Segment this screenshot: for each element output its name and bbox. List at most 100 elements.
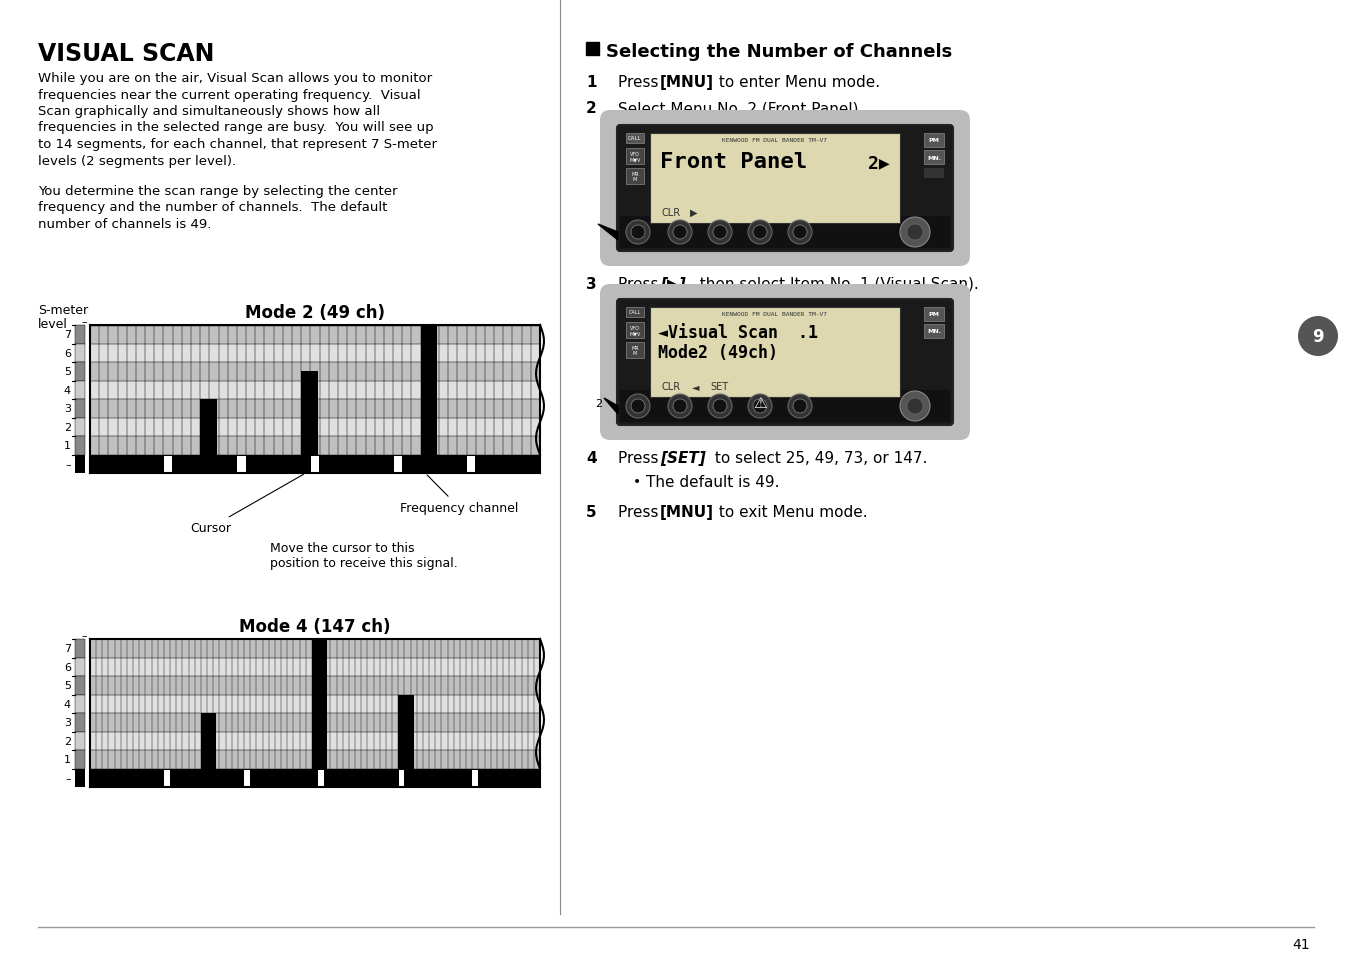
- Bar: [301, 372, 318, 455]
- Text: Press: Press: [618, 75, 664, 90]
- Bar: [74, 418, 85, 436]
- Text: 5: 5: [585, 504, 596, 519]
- Text: 1: 1: [64, 755, 72, 764]
- Polygon shape: [598, 225, 618, 241]
- Circle shape: [626, 395, 650, 418]
- Text: CALL: CALL: [629, 136, 642, 141]
- Bar: [626, 149, 644, 165]
- Bar: [91, 418, 539, 436]
- Circle shape: [907, 225, 923, 241]
- Text: 41: 41: [1293, 937, 1310, 951]
- Bar: [74, 381, 85, 399]
- Bar: [923, 169, 944, 179]
- Bar: [91, 677, 539, 695]
- Bar: [74, 732, 85, 750]
- Text: Front Panel: Front Panel: [660, 152, 807, 172]
- Text: Select Menu No. 2 (Front Panel).: Select Menu No. 2 (Front Panel).: [618, 101, 864, 116]
- Circle shape: [907, 398, 923, 415]
- Text: position to receive this signal.: position to receive this signal.: [270, 557, 458, 569]
- Text: Press: Press: [618, 276, 664, 292]
- Text: 7: 7: [64, 643, 72, 654]
- Text: Mode2 (49ch): Mode2 (49ch): [658, 344, 777, 361]
- Bar: [472, 770, 477, 786]
- Bar: [91, 455, 539, 474]
- Bar: [74, 695, 85, 713]
- Bar: [74, 455, 85, 474]
- Text: VFO
M▼V: VFO M▼V: [629, 152, 641, 162]
- Text: MN.: MN.: [927, 155, 941, 160]
- Bar: [399, 770, 404, 786]
- Text: You determine the scan range by selecting the center: You determine the scan range by selectin…: [38, 185, 397, 198]
- Text: ⚠: ⚠: [753, 395, 767, 411]
- Bar: [200, 399, 216, 455]
- Circle shape: [748, 395, 772, 418]
- Bar: [201, 713, 216, 769]
- Bar: [238, 456, 246, 473]
- Text: VISUAL SCAN: VISUAL SCAN: [38, 42, 215, 66]
- Circle shape: [900, 218, 930, 248]
- Text: to exit Menu mode.: to exit Menu mode.: [714, 504, 868, 519]
- Text: PM: PM: [929, 138, 940, 143]
- Text: frequencies in the selected range are busy.  You will see up: frequencies in the selected range are bu…: [38, 121, 434, 134]
- Text: 5: 5: [64, 680, 72, 691]
- FancyBboxPatch shape: [600, 285, 969, 440]
- Text: 3: 3: [64, 404, 72, 414]
- Text: Mode 4 (147 ch): Mode 4 (147 ch): [239, 618, 391, 636]
- Circle shape: [748, 221, 772, 245]
- Text: Scan graphically and simultaneously shows how all: Scan graphically and simultaneously show…: [38, 105, 380, 118]
- Text: level: level: [38, 317, 68, 331]
- Circle shape: [626, 221, 650, 245]
- Text: Press: Press: [618, 504, 664, 519]
- Bar: [74, 713, 85, 732]
- Bar: [393, 456, 402, 473]
- Text: 4: 4: [64, 699, 72, 709]
- Bar: [91, 658, 539, 677]
- Text: [MNU]: [MNU]: [660, 504, 714, 519]
- Text: 7: 7: [64, 330, 72, 340]
- FancyBboxPatch shape: [617, 126, 953, 252]
- Text: Selecting the Number of Channels: Selecting the Number of Channels: [606, 43, 952, 61]
- Text: 2: 2: [595, 398, 602, 409]
- Bar: [621, 216, 950, 249]
- Bar: [91, 695, 539, 713]
- Bar: [626, 169, 644, 185]
- Text: CLR: CLR: [662, 208, 681, 218]
- Bar: [91, 399, 539, 418]
- Bar: [923, 308, 944, 322]
- Bar: [91, 381, 539, 399]
- Bar: [650, 308, 900, 397]
- Text: SET: SET: [710, 381, 729, 392]
- Text: KENWOOD FM DUAL BANDER TM-V7: KENWOOD FM DUAL BANDER TM-V7: [722, 312, 827, 316]
- Text: CLR: CLR: [662, 381, 681, 392]
- Text: MR
M: MR M: [631, 345, 638, 356]
- Bar: [91, 732, 539, 750]
- Bar: [91, 326, 539, 344]
- Bar: [923, 325, 944, 338]
- Bar: [91, 750, 539, 769]
- Text: KENWOOD FM DUAL BANDER TM-V7: KENWOOD FM DUAL BANDER TM-V7: [722, 138, 827, 143]
- Text: ◄Visual Scan  .1: ◄Visual Scan .1: [658, 324, 818, 341]
- Text: frequency and the number of channels.  The default: frequency and the number of channels. Th…: [38, 201, 388, 214]
- Circle shape: [673, 226, 687, 240]
- Bar: [74, 436, 85, 455]
- Text: ▶: ▶: [690, 208, 698, 218]
- Text: to select 25, 49, 73, or 147.: to select 25, 49, 73, or 147.: [710, 451, 927, 465]
- Text: 3: 3: [585, 276, 596, 292]
- Text: –: –: [81, 630, 87, 640]
- Bar: [74, 677, 85, 695]
- Circle shape: [668, 221, 692, 245]
- Circle shape: [788, 395, 813, 418]
- Bar: [91, 713, 539, 732]
- Bar: [74, 750, 85, 769]
- Polygon shape: [604, 398, 618, 415]
- Text: The default is 49.: The default is 49.: [646, 475, 780, 490]
- Circle shape: [794, 399, 807, 414]
- Text: Move the cursor to this: Move the cursor to this: [270, 541, 415, 555]
- Bar: [74, 639, 85, 658]
- Bar: [74, 769, 85, 787]
- Text: [MNU]: [MNU]: [660, 75, 714, 90]
- Bar: [399, 695, 414, 769]
- Bar: [311, 456, 319, 473]
- Circle shape: [713, 226, 727, 240]
- Bar: [164, 456, 172, 473]
